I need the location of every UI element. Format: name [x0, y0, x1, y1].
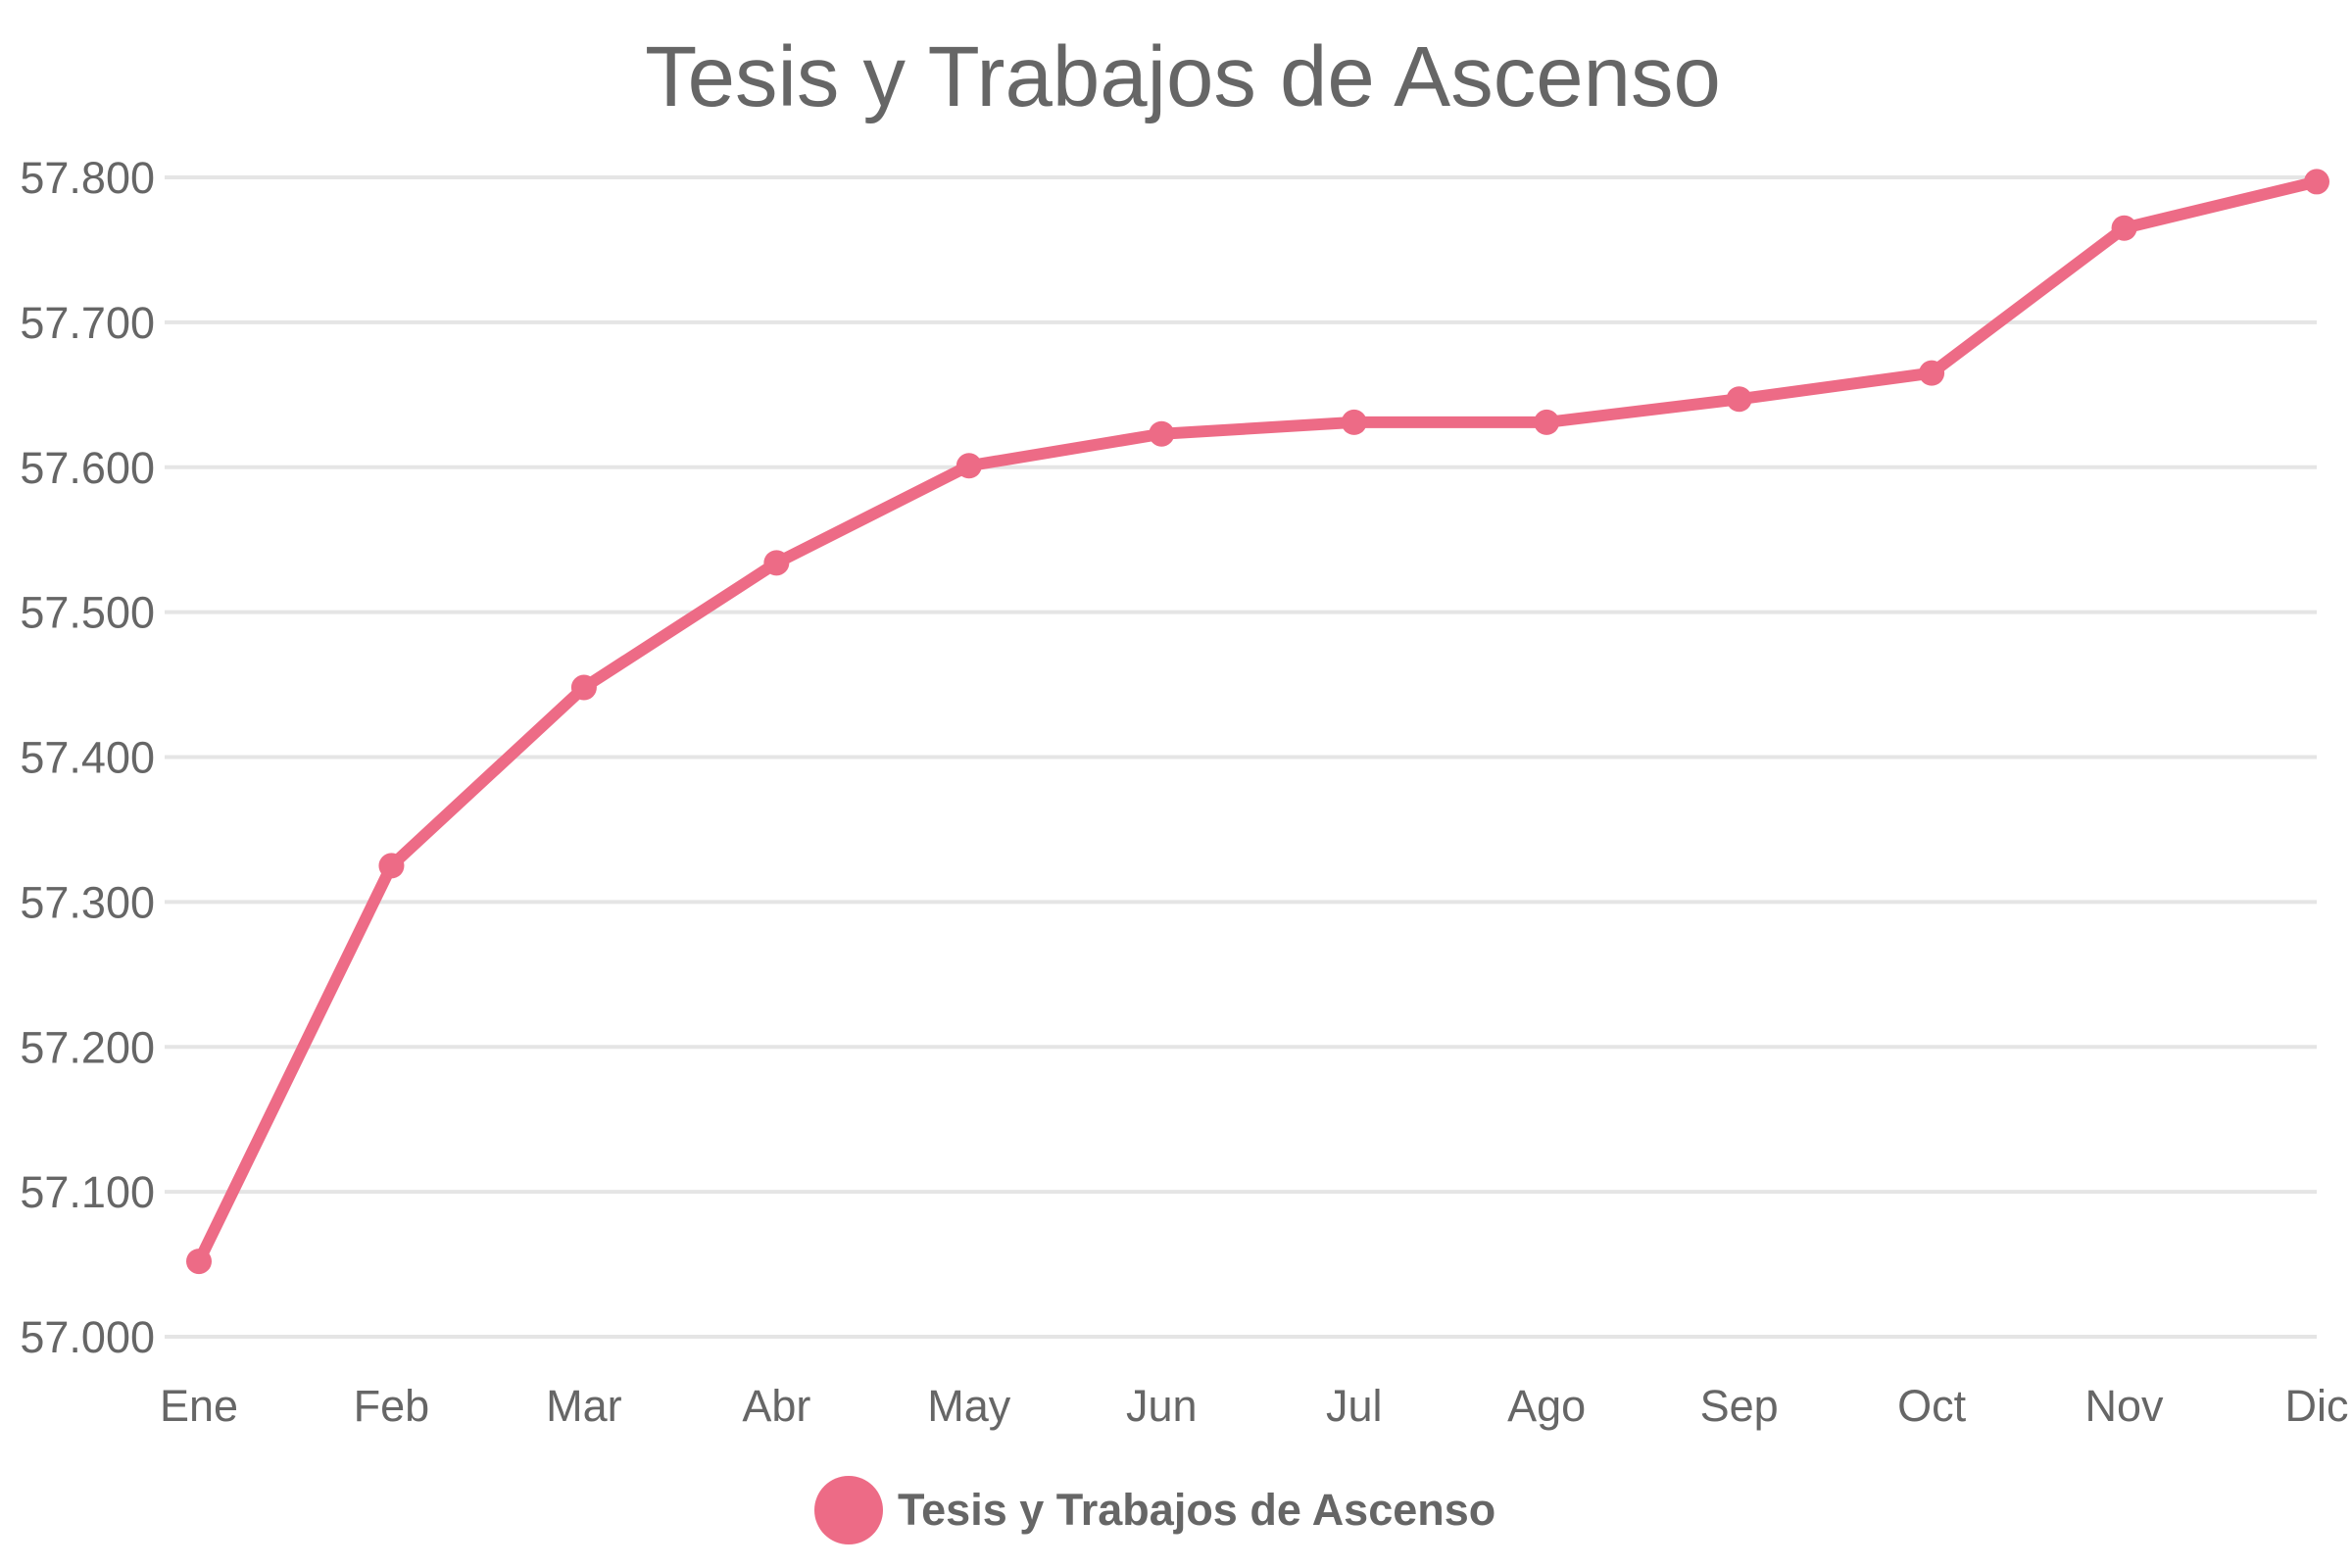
y-tick-label: 57.400 — [20, 733, 155, 783]
data-point[interactable] — [1919, 360, 1945, 386]
y-tick-label: 57.000 — [20, 1312, 155, 1362]
x-tick-label: Feb — [354, 1381, 430, 1431]
y-tick-label: 57.300 — [20, 877, 155, 927]
x-tick-label: Jul — [1326, 1381, 1383, 1431]
legend[interactable]: Tesis y Trabajos de Ascenso — [814, 1476, 1495, 1544]
y-tick-label: 57.600 — [20, 443, 155, 493]
data-point[interactable] — [186, 1249, 212, 1275]
y-tick-label: 57.800 — [20, 153, 155, 203]
x-axis-tick-labels: Ene Feb Mar Abr May Jun Jul Ago Sep Oct Nov Dic — [160, 1381, 2349, 1431]
data-point[interactable] — [1341, 409, 1367, 435]
y-tick-label: 57.700 — [20, 298, 155, 348]
x-tick-label: Mar — [546, 1381, 622, 1431]
legend-label: Tesis y Trabajos de Ascenso — [898, 1485, 1495, 1535]
x-tick-label: Nov — [2085, 1381, 2165, 1431]
data-point[interactable] — [1726, 386, 1752, 413]
data-point[interactable] — [1149, 420, 1175, 447]
y-tick-label: 57.200 — [20, 1022, 155, 1072]
x-tick-label: Dic — [2285, 1381, 2349, 1431]
y-tick-label: 57.500 — [20, 588, 155, 638]
data-point[interactable] — [2111, 215, 2137, 241]
x-tick-label: Ene — [160, 1381, 238, 1431]
data-point[interactable] — [378, 853, 405, 879]
x-tick-label: Ago — [1507, 1381, 1586, 1431]
x-tick-label: May — [927, 1381, 1011, 1431]
data-point[interactable] — [2304, 169, 2329, 195]
series-layer — [186, 169, 2329, 1275]
x-tick-label: Jun — [1126, 1381, 1198, 1431]
legend-marker — [814, 1476, 883, 1544]
y-axis-tick-labels: 57.000 57.100 57.200 57.300 57.400 57.500 57.6… — [20, 153, 155, 1362]
x-tick-label: Sep — [1700, 1381, 1779, 1431]
x-tick-label: Oct — [1897, 1381, 1967, 1431]
x-tick-label: Abr — [742, 1381, 810, 1431]
data-point[interactable] — [570, 674, 597, 701]
y-tick-label: 57.100 — [20, 1167, 155, 1217]
grid-lines — [165, 175, 2317, 1339]
data-point[interactable] — [1534, 409, 1560, 435]
chart-title: Tesis y Trabajos de Ascenso — [645, 29, 1721, 124]
series-line — [193, 175, 2323, 1268]
data-point[interactable] — [956, 453, 982, 479]
data-point[interactable] — [763, 550, 790, 576]
